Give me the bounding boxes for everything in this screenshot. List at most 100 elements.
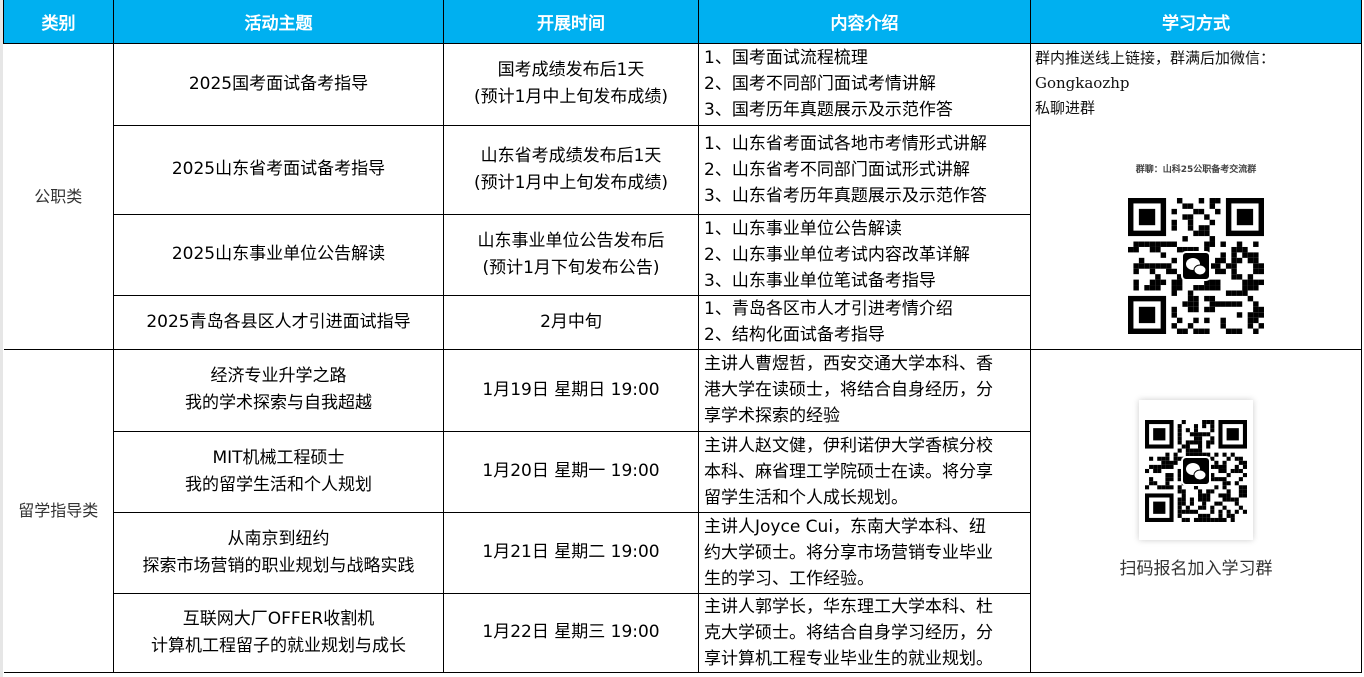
- qr-module: [1133, 268, 1139, 274]
- qr-module: [1187, 300, 1194, 307]
- qr-module: [1226, 472, 1231, 477]
- qr-module: [1215, 197, 1221, 203]
- qr-module: [1171, 322, 1177, 329]
- qr-module: [1225, 300, 1232, 307]
- qr-module: [1242, 472, 1247, 477]
- qr-module: [1218, 513, 1223, 518]
- qr-module: [1210, 488, 1215, 493]
- qr-module: [1166, 268, 1172, 274]
- qr-module: [1204, 279, 1210, 285]
- time-cell: 2月中旬: [443, 294, 699, 350]
- qr-module: [1253, 251, 1259, 258]
- qr-module: [1202, 497, 1207, 502]
- qr-module: [1230, 452, 1235, 457]
- qr-module: [1177, 505, 1182, 510]
- qr-code[interactable]: [1145, 419, 1247, 522]
- qr-module: [1206, 431, 1211, 436]
- time-line: 山东省考成绩发布后1天: [480, 145, 662, 166]
- qr-module: [1226, 497, 1231, 502]
- qr-module: [1138, 257, 1145, 263]
- qr-module: [1144, 284, 1150, 290]
- qr-module: [1242, 488, 1247, 493]
- qr-module: [1234, 509, 1239, 514]
- topic-cell: MIT机械工程硕士 我的留学生活和个人规划: [113, 430, 444, 513]
- qr-module: [1185, 439, 1190, 444]
- qr-module: [1210, 456, 1215, 461]
- qr-module: [1202, 431, 1207, 436]
- time-cell: 山东事业单位公告发布后 (预计1月下旬发布公告): [443, 213, 699, 296]
- content-line: 1、山东省考面试各地市考情形式讲解: [704, 133, 987, 154]
- qr-module: [1187, 322, 1194, 329]
- qr-module: [1153, 468, 1158, 473]
- header-topic[interactable]: 活动主题: [113, 0, 444, 44]
- qr-module: [1193, 208, 1199, 214]
- qr-module: [1242, 460, 1247, 465]
- qr-module: [1210, 439, 1215, 444]
- content-cell: 主讲人曹煜哲，西安交通大学本科、香 港大学在读硕士，将结合自身经历，分 享学术探索的…: [698, 348, 1031, 432]
- qr-module: [1220, 251, 1226, 258]
- qr-module: [1198, 488, 1203, 493]
- qr-module: [1193, 509, 1199, 514]
- qr-module: [1153, 464, 1158, 469]
- qr-module: [1231, 246, 1237, 252]
- qr-module: [1234, 456, 1239, 461]
- qr-module: [1160, 251, 1167, 258]
- qr-module: [1210, 464, 1215, 469]
- qr-module: [1149, 268, 1156, 274]
- qr-module: [1176, 279, 1183, 285]
- qr-module: [1185, 427, 1190, 432]
- content-cell: 1、青岛各区市人才引进考情介绍 2、结构化面试备考指导: [698, 294, 1031, 350]
- time-cell: 1月21日 星期二 19:00: [443, 511, 699, 594]
- qr-module: [1144, 262, 1150, 269]
- category-cell: 公职类: [3, 42, 114, 350]
- qr-module: [1181, 509, 1186, 514]
- qr-module: [1193, 448, 1199, 453]
- table-row: 公职类 2025国考面试备考指导 国考成绩发布后1天 (预计1月中上旬发布成绩) 1、国…: [3, 42, 1362, 350]
- topic-line: 从南京到纽约: [227, 528, 330, 549]
- content-line: 1、国考面试流程梳理: [704, 48, 868, 68]
- qr-module: [1234, 497, 1239, 502]
- content-line: 留学生活和个人成长规划。: [704, 487, 908, 508]
- qr-module: [1220, 268, 1226, 274]
- qr-module: [1155, 246, 1161, 252]
- header-category[interactable]: 类别: [3, 0, 114, 44]
- qr-module: [1238, 484, 1243, 489]
- qr-module: [1218, 468, 1223, 473]
- qr-module: [1238, 492, 1243, 498]
- topic-line: 2025国考面试备考指导: [188, 73, 369, 94]
- qr-module: [1231, 262, 1237, 269]
- time-line: 1月19日 星期日 19:00: [482, 379, 660, 400]
- header-time[interactable]: 开展时间: [443, 0, 699, 44]
- qr-caption: 群聊：山科25公职备考交流群: [1135, 164, 1257, 175]
- qr-module: [1193, 431, 1199, 436]
- qr-module: [1218, 501, 1223, 506]
- qr-module: [1236, 289, 1243, 296]
- qr-module: [1176, 246, 1183, 252]
- qr-module: [1253, 284, 1259, 290]
- qr-module: [1198, 517, 1203, 522]
- qr-module: [1182, 328, 1188, 334]
- qr-module: [1171, 241, 1177, 247]
- qr-module: [1189, 448, 1194, 453]
- content-line: 主讲人赵文健，伊利诺伊大学香槟分校: [704, 435, 993, 456]
- qr-module: [1193, 427, 1199, 432]
- qr-module: [1222, 497, 1227, 502]
- qr-module: [1153, 480, 1158, 485]
- topic-line: 2025青岛各县区人才引进面试指导: [146, 311, 411, 332]
- header-study[interactable]: 学习方式: [1030, 0, 1362, 44]
- qr-module: [1193, 423, 1199, 428]
- qr-module: [1218, 492, 1223, 498]
- qr-module: [1181, 443, 1186, 449]
- qr-module: [1177, 423, 1182, 428]
- content-cell: 1、国考面试流程梳理 2、国考不同部门面试考情讲解 3、国考历年真题展示及示范作答: [698, 42, 1031, 126]
- qr-code[interactable]: [1128, 197, 1264, 334]
- qr-module: [1165, 472, 1170, 477]
- qr-module: [1218, 464, 1223, 469]
- qr-module: [1204, 284, 1210, 290]
- topic-line: 计算机工程留子的就业规划与成长: [151, 635, 406, 656]
- qr-module: [1247, 273, 1254, 280]
- topic-line: 互联网大厂OFFER收割机: [182, 608, 375, 629]
- table-row: 2025山东事业单位公告解读 山东事业单位公告发布后 (预计1月下旬发布公告) 1、山…: [4, 213, 1362, 296]
- qr-module: [1177, 501, 1182, 506]
- header-content[interactable]: 内容介绍: [698, 0, 1031, 44]
